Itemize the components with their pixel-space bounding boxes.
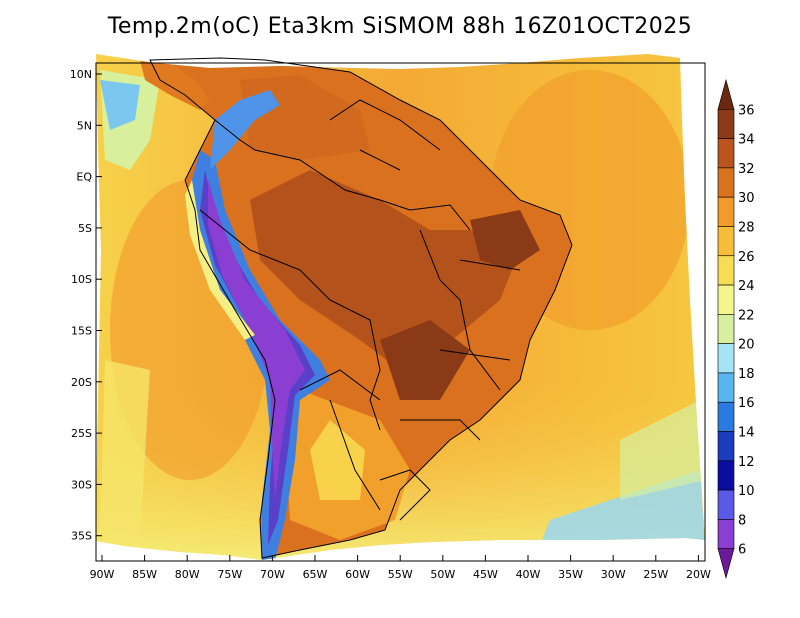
y-tick-label: 15S <box>71 325 92 338</box>
y-tick-label: 35S <box>71 530 92 543</box>
colombia-border <box>214 119 256 151</box>
colorbar-segment <box>717 372 735 403</box>
colorbar-segment <box>717 343 735 374</box>
colorbar-segment <box>717 489 735 520</box>
y-axis: 10N 5N EQ 5S 10S 15S 20S 25S 30S 35S <box>70 68 102 543</box>
colorbar-label: 20 <box>738 338 755 353</box>
x-tick-label: 90W <box>90 568 115 581</box>
colorbar-label: 12 <box>738 455 755 470</box>
bolivia-border <box>299 369 381 401</box>
continent-outline <box>149 57 573 559</box>
x-tick-label: 45W <box>473 568 498 581</box>
y-tick-label: 5N <box>77 119 92 132</box>
argentina-border <box>329 399 381 511</box>
pacific-cold-patch <box>100 80 140 130</box>
northeast-hot-core <box>470 210 540 270</box>
colorbar-label: 36 <box>738 103 755 118</box>
x-tick-label: 20W <box>686 568 711 581</box>
x-tick-label: 50W <box>430 568 455 581</box>
colorbar-label: 14 <box>738 426 755 441</box>
x-tick-label: 65W <box>303 568 328 581</box>
brazil-north-border <box>254 149 471 231</box>
colorbar-label: 16 <box>738 396 755 411</box>
northeast-states-border <box>459 259 521 271</box>
colorbar-segment <box>717 401 735 432</box>
brazil-states-border <box>419 229 501 391</box>
x-tick-label: 60W <box>345 568 370 581</box>
guianas-border <box>329 99 441 151</box>
colorbar-segment <box>717 255 735 286</box>
y-tick-label: 20S <box>71 376 92 389</box>
colorbar-segment <box>717 284 735 315</box>
colorbar-bottom-arrow <box>717 548 735 580</box>
x-axis: 90W 85W 80W 75W 70W 65W 60W 55W 50W 45W 40W 35W 30W 2… <box>90 555 711 581</box>
southern-cool-edge <box>620 400 705 500</box>
colorbar-label: 18 <box>738 367 755 382</box>
brazil-west-border <box>249 249 381 431</box>
andes-peak-ridge <box>208 180 305 500</box>
colorbar-segment <box>717 314 735 344</box>
colorbar-segment <box>717 138 735 169</box>
x-tick-label: 85W <box>132 568 157 581</box>
colorbar-label: 8 <box>738 513 746 528</box>
central-hot-core <box>380 320 470 400</box>
y-tick-label: 10N <box>70 68 92 81</box>
central-america-land <box>140 60 210 110</box>
amazon-border <box>359 149 401 171</box>
colorbar-segment <box>717 167 735 198</box>
y-tick-label: 10S <box>71 273 92 286</box>
political-borders <box>149 57 573 559</box>
peru-border <box>199 209 251 251</box>
y-tick-label: 5S <box>78 222 92 235</box>
plot-area <box>96 54 705 560</box>
colorbar-label: 24 <box>738 279 755 294</box>
colorbar-segment <box>717 226 735 257</box>
x-tick-label: 35W <box>558 568 583 581</box>
colorbar-label: 32 <box>738 162 755 177</box>
uruguay-border <box>379 469 431 521</box>
southeast-states-border <box>400 419 481 441</box>
colorbar-label: 10 <box>738 484 755 499</box>
x-tick-label: 75W <box>217 568 242 581</box>
colorbar-segment <box>717 431 735 462</box>
x-tick-label: 40W <box>516 568 541 581</box>
x-tick-label: 80W <box>175 568 200 581</box>
colorbar-segment <box>717 460 735 491</box>
y-tick-label: EQ <box>76 171 92 184</box>
colorbar-label: 30 <box>738 191 755 206</box>
colorbar-label: 26 <box>738 250 755 265</box>
west-coast-cool-strip <box>185 180 255 340</box>
y-tick-label: 25S <box>71 427 92 440</box>
central-states-border <box>439 349 511 361</box>
pacific-south-band <box>100 360 150 540</box>
northern-andes-ridge <box>210 90 280 170</box>
x-tick-label: 55W <box>388 568 413 581</box>
map-title: Temp.2m(oC) Eta3km SiSMOM 88h 16Z01OCT20… <box>107 14 693 39</box>
colorbar-label: 6 <box>738 543 746 558</box>
x-tick-label: 30W <box>601 568 626 581</box>
y-tick-label: 30S <box>71 478 92 491</box>
colorbar-label: 34 <box>738 133 755 148</box>
colorbar: 36 34 32 30 28 26 24 22 20 18 16 14 12 10 8 6 <box>717 78 755 580</box>
amazon-hot-core <box>250 170 520 370</box>
colorbar-label: 28 <box>738 220 755 235</box>
pampas-mild-patch <box>310 420 365 500</box>
colorbar-segment <box>717 108 735 139</box>
x-tick-label: 70W <box>260 568 285 581</box>
colorbar-segment <box>717 196 735 227</box>
colorbar-top-arrow <box>717 78 735 110</box>
x-tick-label: 25W <box>643 568 668 581</box>
colorbar-label: 22 <box>738 308 755 323</box>
colorbar-segment <box>717 519 735 550</box>
